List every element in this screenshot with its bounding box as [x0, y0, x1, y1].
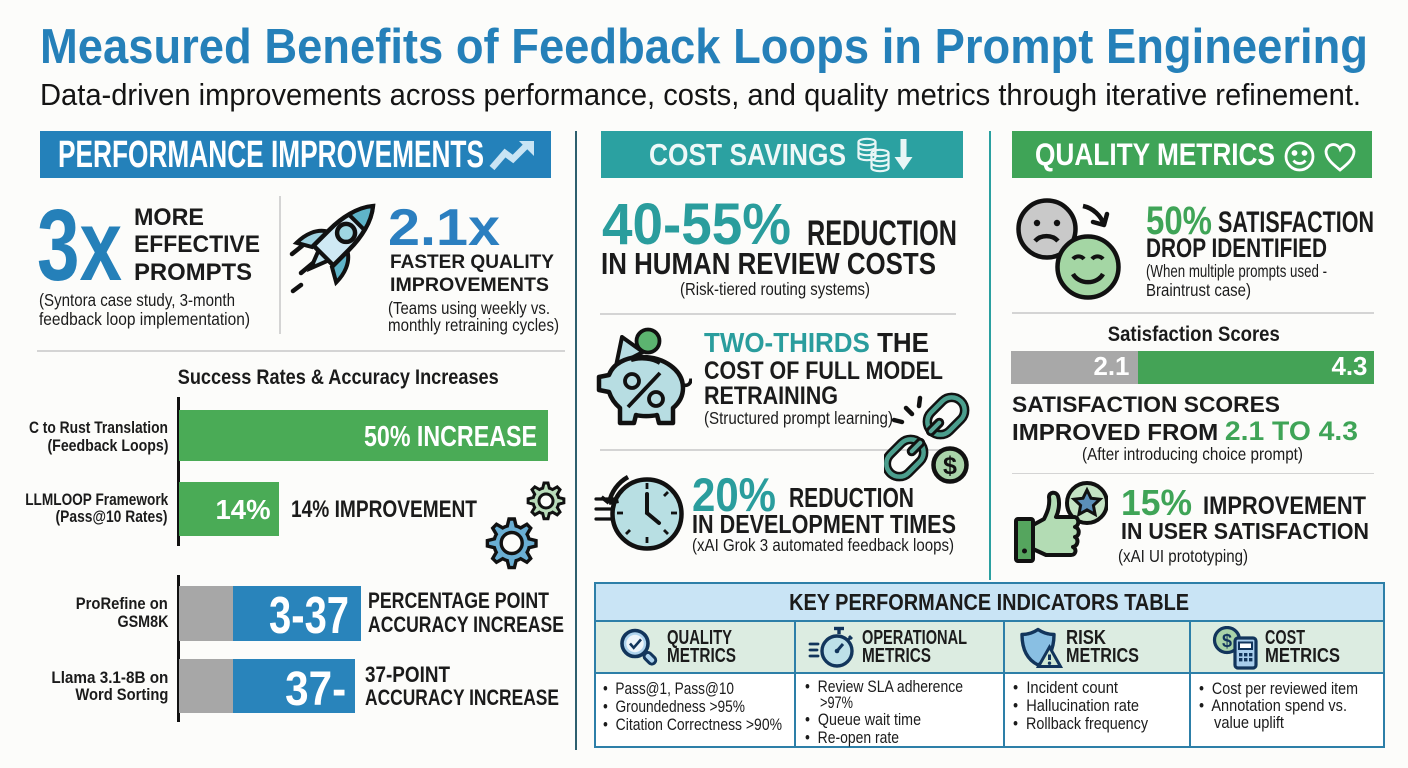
svg-text:$: $ [1222, 631, 1232, 651]
svg-text:$: $ [943, 452, 957, 480]
